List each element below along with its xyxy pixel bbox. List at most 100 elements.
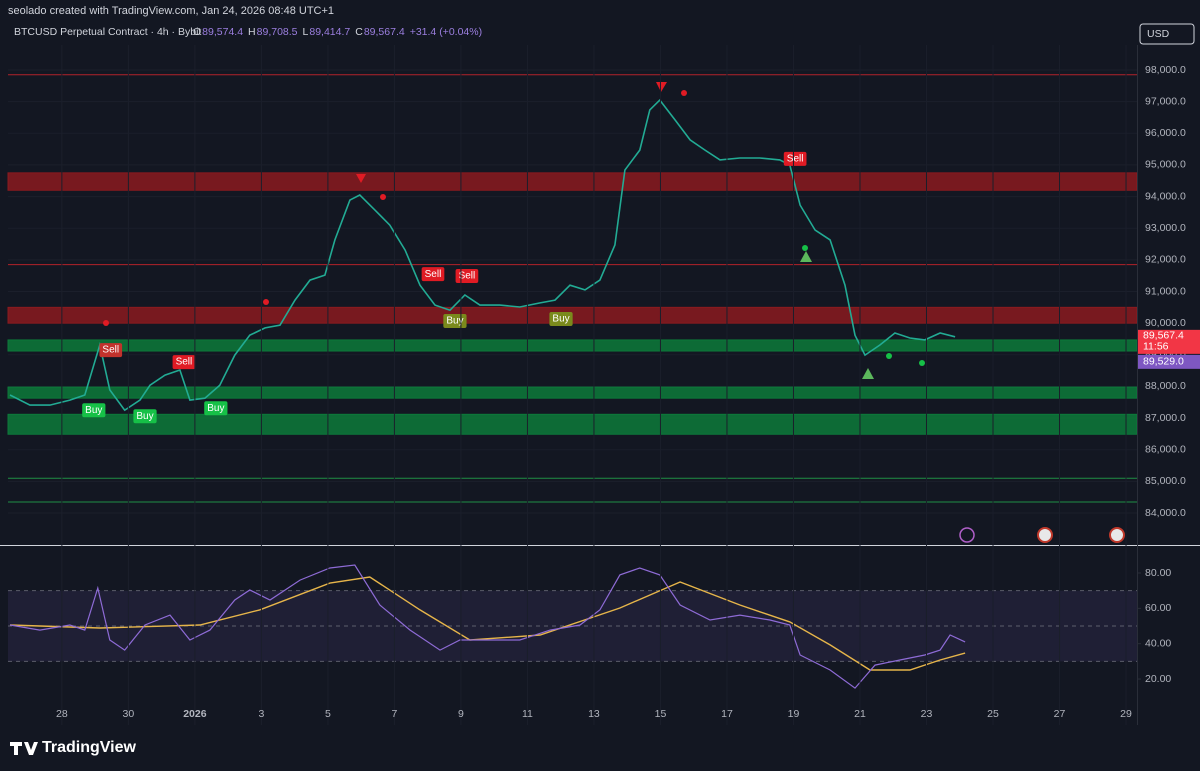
bid-price-box xyxy=(1138,354,1200,369)
x-tick-label: 23 xyxy=(921,708,933,720)
signal-box xyxy=(99,343,123,358)
x-tick-label: 9 xyxy=(458,708,464,720)
signal: Sell xyxy=(99,343,123,358)
bid-price: 89,529.0 xyxy=(1143,356,1184,368)
y-tick-label: 97,000.0 xyxy=(1145,95,1186,107)
last-price-box xyxy=(1138,329,1200,354)
x-tick-label: 25 xyxy=(987,708,999,720)
y-tick-label: 96,000.0 xyxy=(1145,127,1186,139)
x-tick-label: 17 xyxy=(721,708,733,720)
event-icon[interactable] xyxy=(1109,527,1125,543)
y-tick-label: 87,000.0 xyxy=(1145,412,1186,424)
signal: Buy xyxy=(133,409,157,424)
x-tick-label: 5 xyxy=(325,708,331,720)
currency[interactable]: USD xyxy=(1147,28,1170,40)
zone xyxy=(7,339,1138,352)
ohlc-key: C xyxy=(355,26,363,38)
x-tick-label: 19 xyxy=(788,708,800,720)
y-tick-label: 60.00 xyxy=(1145,602,1171,614)
down-arrow xyxy=(656,82,667,92)
signal-box xyxy=(783,151,807,166)
logo-mark xyxy=(10,742,38,755)
price-line xyxy=(9,576,966,671)
signal-box xyxy=(204,401,228,416)
y-tick-label: 86,000.0 xyxy=(1145,444,1186,456)
y-tick-label: 88,000.0 xyxy=(1145,380,1186,392)
brand: TradingView xyxy=(42,739,137,756)
x-tick-label: 27 xyxy=(1054,708,1066,720)
symbol: BTCUSD Perpetual Contract · 4h · Bybit xyxy=(14,26,201,38)
change: +31.4 (+0.04%) xyxy=(410,26,482,38)
x-tick-label: 2026 xyxy=(183,708,207,720)
signal-label: Buy xyxy=(446,316,463,327)
rsi-pane: 20.00 40.00 60.00 80.00 xyxy=(8,564,1171,689)
currency-button[interactable] xyxy=(1139,23,1195,45)
signal-label: Sell xyxy=(459,271,476,282)
event-icon[interactable] xyxy=(959,527,975,543)
y-tick-label: 93,000.0 xyxy=(1145,222,1186,234)
last-price: 89,567.4 xyxy=(1143,330,1184,342)
signal-dot xyxy=(380,194,386,200)
y-tick-label: 92,000.0 xyxy=(1145,254,1186,266)
signal-label: Sell xyxy=(787,154,804,165)
x-tick-label: 21 xyxy=(854,708,866,720)
signal: Buy xyxy=(82,403,106,418)
signal: Sell xyxy=(783,151,807,166)
attribution: seolado created with TradingView.com, Ja… xyxy=(8,5,334,17)
countdown: 11:56 xyxy=(1143,341,1169,353)
signal-label: Sell xyxy=(176,357,193,368)
signal: Sell xyxy=(455,269,479,284)
ohlc-value: 89,708.5 xyxy=(257,26,298,38)
signal-label: Buy xyxy=(552,314,569,325)
ohlc-key: O xyxy=(193,26,201,38)
signal-label: Buy xyxy=(85,405,102,416)
signal-label: Sell xyxy=(102,345,119,356)
signal-box xyxy=(172,355,196,370)
signal-dot xyxy=(103,320,109,326)
x-tick-label: 30 xyxy=(123,708,135,720)
zone xyxy=(7,413,1138,435)
signal-label: Buy xyxy=(136,411,153,422)
signal-dot xyxy=(886,353,892,359)
x-tick-label: 15 xyxy=(655,708,667,720)
zone xyxy=(7,172,1138,191)
signal: Buy xyxy=(443,313,467,328)
signal: Buy xyxy=(549,312,573,327)
ohlc-value: 89,414.7 xyxy=(309,26,350,38)
signal-dot xyxy=(681,90,687,96)
y-tick-label: 98,000.0 xyxy=(1145,64,1186,76)
signal: Sell xyxy=(172,355,196,370)
ohlc-legend: O 89,574.4 H 89,708.5 L 89,414.7 C 89,567.4 +31.… xyxy=(193,26,482,38)
x-tick-label: 13 xyxy=(588,708,600,720)
ohlc-key: L xyxy=(303,26,309,38)
signal-dot xyxy=(802,245,808,251)
price-line xyxy=(9,564,966,689)
y-tick-label: 80.00 xyxy=(1145,567,1171,579)
event-icon[interactable] xyxy=(1037,527,1053,543)
x-tick-label: 7 xyxy=(391,708,397,720)
ohlc-value: 89,574.4 xyxy=(202,26,243,38)
signal: Sell xyxy=(421,267,445,282)
zone xyxy=(7,386,1138,399)
x-tick-label: 28 xyxy=(56,708,68,720)
y-tick-label: 90,000.0 xyxy=(1145,317,1186,329)
y-tick-label: 84,000.0 xyxy=(1145,507,1186,519)
signal-dot xyxy=(919,360,925,366)
x-tick-label: 29 xyxy=(1120,708,1132,720)
signal: Buy xyxy=(204,401,228,416)
signal-label: Sell xyxy=(425,269,442,280)
price-line xyxy=(9,98,956,412)
signal-box xyxy=(82,403,106,418)
signal-dot xyxy=(263,299,269,305)
time-axis: 28 30 2026 3 5 7 9 11 13 15 17 19 21 23 25 27 29 xyxy=(56,45,1132,725)
up-arrow xyxy=(800,251,812,262)
y-tick-label: 94,000.0 xyxy=(1145,190,1186,202)
x-tick-label: 11 xyxy=(522,708,533,720)
ohlc-value: 89,567.4 xyxy=(364,26,405,38)
ohlc-key: H xyxy=(248,26,256,38)
signal-box xyxy=(549,312,573,327)
y-tick-label: 91,000.0 xyxy=(1145,285,1186,297)
signal-box xyxy=(133,409,157,424)
